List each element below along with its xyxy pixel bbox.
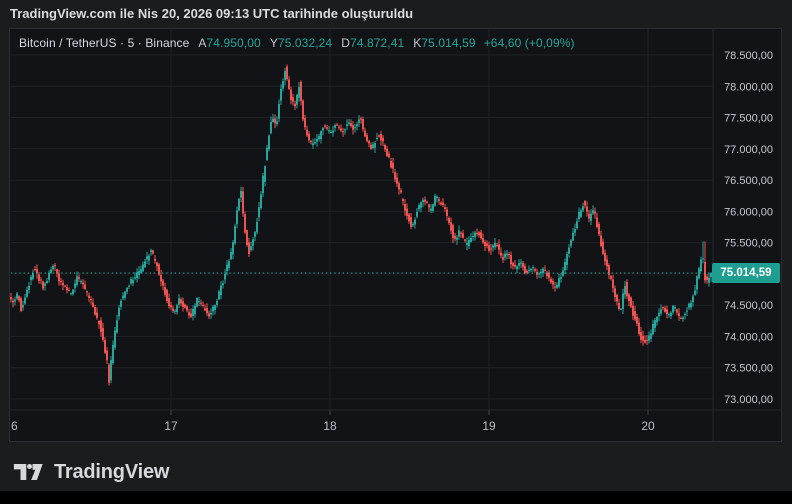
svg-text:78.000,00: 78.000,00 bbox=[724, 81, 773, 93]
legend-ohlc-key: K bbox=[413, 36, 422, 50]
attribution-bar: TradingView.com ile Nis 20, 2026 09:13 U… bbox=[0, 0, 792, 28]
tradingview-wordmark: TradingView bbox=[54, 460, 170, 483]
legend-ohlc-value: 74.950,00 bbox=[206, 36, 261, 50]
candles bbox=[10, 64, 712, 386]
svg-text:74.500,00: 74.500,00 bbox=[724, 300, 773, 312]
current-price-label: 75.014,59 bbox=[712, 262, 780, 283]
svg-text:77.000,00: 77.000,00 bbox=[724, 144, 773, 156]
candlestick-chart[interactable]: 78.500,00 78.000,00 77.500,00 77.000,00 76.5… bbox=[10, 29, 781, 441]
svg-text:77.500,00: 77.500,00 bbox=[724, 113, 773, 125]
gridlines bbox=[11, 29, 713, 410]
tradingview-footer[interactable]: TradingView bbox=[13, 455, 169, 489]
svg-text:76.000,00: 76.000,00 bbox=[724, 206, 773, 218]
price-axis-labels[interactable]: 78.500,00 78.000,00 77.500,00 77.000,00 76.5… bbox=[724, 50, 773, 406]
svg-text:73.000,00: 73.000,00 bbox=[724, 394, 773, 406]
attribution-text: TradingView.com ile Nis 20, 2026 09:13 U… bbox=[10, 6, 414, 21]
legend-ohlc-key: Y bbox=[269, 36, 278, 50]
svg-text:19: 19 bbox=[482, 419, 496, 433]
svg-text:73.500,00: 73.500,00 bbox=[724, 363, 773, 375]
legend-ohlc-key: D bbox=[341, 36, 350, 50]
chart-panel: 78.500,00 78.000,00 77.500,00 77.000,00 76.5… bbox=[9, 28, 782, 442]
tradingview-logo-icon bbox=[13, 464, 43, 480]
svg-text:78.500,00: 78.500,00 bbox=[724, 50, 773, 62]
time-axis-labels[interactable]: 6 17 18 19 20 bbox=[11, 419, 655, 433]
bottom-black-strip bbox=[0, 491, 792, 504]
svg-text:75.500,00: 75.500,00 bbox=[724, 238, 773, 250]
legend-ohlc-value: 74.872,41 bbox=[350, 36, 405, 50]
legend-ohlc-value: 75.032,24 bbox=[277, 36, 333, 50]
svg-text:76.500,00: 76.500,00 bbox=[724, 175, 773, 187]
legend-ohlc: A74.950,00 Y75.032,24 D74.872,41 K75.014,59 bbox=[189, 36, 475, 50]
svg-text:18: 18 bbox=[323, 419, 337, 433]
legend-ohlc-key: A bbox=[198, 36, 207, 50]
symbol-title: Bitcoin / TetherUS · 5 · Binance bbox=[19, 36, 190, 50]
svg-text:20: 20 bbox=[641, 419, 655, 433]
legend-ohlc-value: 75.014,59 bbox=[421, 36, 476, 50]
axis-separators bbox=[10, 29, 781, 441]
chart-legend[interactable]: Bitcoin / TetherUS · 5 · Binance A74.950,… bbox=[19, 36, 575, 50]
svg-text:74.000,00: 74.000,00 bbox=[724, 331, 773, 343]
svg-text:6: 6 bbox=[11, 419, 18, 433]
svg-text:17: 17 bbox=[164, 419, 178, 433]
legend-change: +64,60 (+0,09%) bbox=[483, 36, 575, 50]
